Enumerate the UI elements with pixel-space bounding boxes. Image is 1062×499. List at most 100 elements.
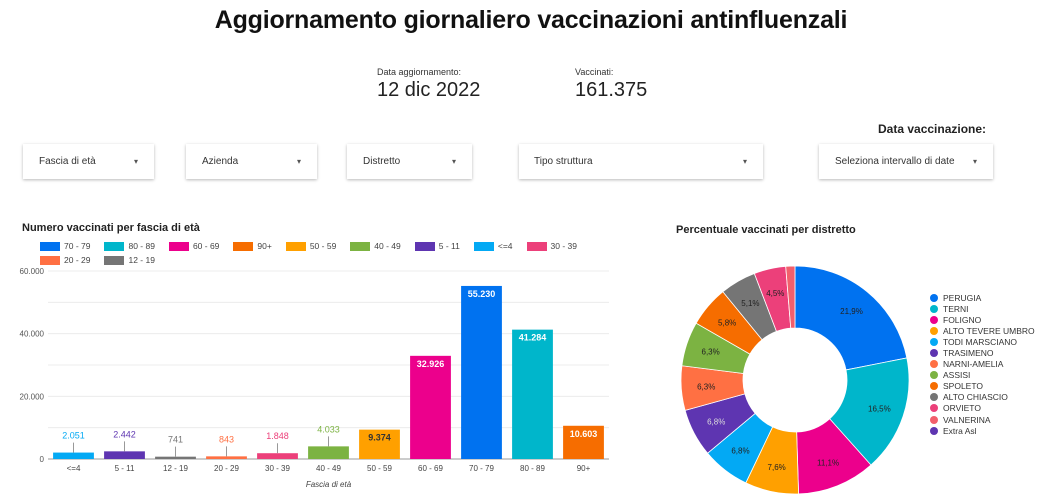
legend-label: TERNI	[943, 303, 969, 314]
bar[interactable]	[359, 429, 400, 459]
bar-value-label: 2.051	[62, 431, 85, 441]
page-title: Aggiornamento giornaliero vaccinazioni a…	[214, 6, 848, 34]
legend-item[interactable]: ORVIETO	[930, 403, 1035, 414]
bar-value-label: 1.848	[266, 431, 289, 441]
donut-slice[interactable]	[794, 265, 908, 371]
date-range-dropdown[interactable]: Seleziona intervallo di date ▾	[819, 144, 993, 179]
donut-chart: 21,9% 16,5% 11,1% 7,6% 6,8% 6,8% 6,3% 6,3% 5,8% 5…	[680, 265, 910, 495]
bar[interactable]	[155, 456, 196, 459]
x-tick-label: 60 - 69	[418, 464, 443, 473]
kpi-label: Vaccinati:	[575, 67, 614, 77]
legend-item[interactable]: 40 - 49	[350, 241, 401, 251]
donut-slice[interactable]	[829, 357, 910, 466]
legend-label: 20 - 29	[64, 255, 91, 265]
legend-item[interactable]: 90+	[233, 241, 272, 251]
bar[interactable]	[104, 451, 145, 459]
legend-dot	[930, 393, 938, 402]
legend-item[interactable]: NARNI-AMELIA	[930, 359, 1035, 370]
legend-item[interactable]: 5 - 11	[414, 241, 460, 251]
legend-item[interactable]: TERNI	[930, 303, 1035, 314]
company-filter-dropdown[interactable]: Azienda ▾	[186, 144, 317, 179]
legend-label: 5 - 11	[438, 241, 460, 251]
bar-value-label: 2.442	[113, 429, 136, 439]
legend-label: 40 - 49	[374, 241, 401, 251]
dropdown-label: Seleziona intervallo di date	[835, 156, 955, 167]
bar[interactable]	[206, 456, 247, 459]
bar-value-label: 741	[168, 435, 183, 445]
legend-dot	[930, 426, 938, 435]
legend-item[interactable]: 12 - 19	[104, 255, 155, 265]
bar[interactable]	[410, 355, 451, 459]
bar-value-label: 55.230	[468, 289, 496, 299]
bar-value-label: 843	[219, 434, 234, 444]
legend-item[interactable]: 60 - 69	[168, 241, 220, 251]
x-tick-label: 70 - 79	[469, 464, 494, 473]
bar[interactable]	[461, 285, 502, 459]
donut-chart-title: Percentuale vaccinati per distretto	[676, 224, 856, 236]
legend-label: 80 - 89	[128, 241, 155, 251]
legend-item[interactable]: SPOLETO	[930, 381, 1035, 392]
legend-item[interactable]: PERUGIA	[930, 292, 1035, 303]
dropdown-label: Tipo struttura	[534, 156, 593, 167]
legend-label: FOLIGNO	[943, 314, 982, 325]
legend-item[interactable]: ALTO TEVERE UMBRO	[930, 325, 1035, 336]
legend-label: 60 - 69	[192, 241, 220, 251]
legend-item[interactable]: 70 - 79	[40, 241, 90, 251]
legend-label: SPOLETO	[943, 381, 983, 392]
legend-dot	[930, 315, 938, 324]
legend-label: ASSISI	[943, 370, 971, 381]
bar[interactable]	[308, 446, 349, 459]
legend-item[interactable]: 80 - 89	[104, 241, 155, 251]
legend-label: TRASIMENO	[943, 348, 994, 359]
bar[interactable]	[563, 425, 604, 459]
legend-swatch	[40, 255, 60, 265]
slice-label: 7,6%	[768, 463, 786, 472]
legend-item[interactable]: ASSISI	[930, 370, 1035, 381]
bar-chart-title: Numero vaccinati per fascia di età	[22, 222, 200, 234]
dropdown-label: Fascia di età	[39, 156, 96, 167]
legend-label: 90+	[257, 241, 272, 251]
legend-item[interactable]: ALTO CHIASCIO	[930, 392, 1035, 403]
bar-chart: 0 20.000 40.000 60.000 2.051 <=4 2.442 5 - 11 74…	[20, 267, 609, 489]
bar[interactable]	[53, 452, 94, 459]
legend-label: 12 - 19	[128, 255, 155, 265]
structure-type-filter-dropdown[interactable]: Tipo struttura ▾	[519, 144, 763, 179]
legend-dot	[930, 415, 938, 424]
legend-item[interactable]: VALNERINA	[930, 414, 1035, 425]
x-tick-label: 40 - 49	[316, 464, 341, 473]
legend-swatch	[233, 241, 254, 251]
bar-value-label: 9.374	[368, 433, 391, 443]
legend-dot	[930, 337, 938, 346]
chevron-down-icon: ▾	[742, 157, 747, 166]
district-filter-dropdown[interactable]: Distretto ▾	[347, 144, 472, 179]
slice-label: 6,8%	[707, 417, 725, 426]
legend-item[interactable]: TODI MARSCIANO	[930, 336, 1035, 347]
legend-item[interactable]: <=4	[473, 241, 513, 251]
bar-chart-legend: 70 - 79 80 - 89 60 - 69 90+ 50 - 59 40 - 49 5 …	[40, 241, 610, 265]
legend-item[interactable]: 20 - 29	[40, 255, 90, 265]
donut-slice[interactable]	[785, 265, 796, 329]
x-tick-label: 90+	[577, 464, 591, 473]
bar[interactable]	[257, 453, 298, 459]
legend-label: ALTO TEVERE UMBRO	[943, 325, 1035, 336]
dropdown-label: Azienda	[202, 156, 239, 167]
legend-dot	[930, 293, 938, 302]
dropdown-label: Distretto	[363, 156, 401, 167]
bar[interactable]	[512, 329, 553, 459]
legend-item[interactable]: FOLIGNO	[930, 314, 1035, 325]
y-tick-label: 40.000	[20, 330, 45, 339]
legend-dot	[930, 360, 938, 369]
kpi-update-date: Data aggiornamento: 12 dic 2022	[377, 67, 480, 102]
legend-item[interactable]: Extra Asl	[930, 425, 1035, 436]
legend-label: ORVIETO	[943, 403, 981, 414]
age-filter-dropdown[interactable]: Fascia di età ▾	[23, 144, 154, 179]
legend-item[interactable]: 50 - 59	[285, 241, 336, 251]
x-tick-label: 80 - 89	[520, 464, 545, 473]
x-axis-title: Fascia di età	[306, 480, 352, 489]
legend-label: Extra Asl	[943, 425, 977, 436]
x-tick-label: <=4	[67, 464, 81, 473]
legend-label: 70 - 79	[64, 241, 91, 251]
legend-item[interactable]: 30 - 39	[526, 241, 577, 251]
legend-dot	[930, 304, 938, 313]
legend-item[interactable]: TRASIMENO	[930, 347, 1035, 358]
